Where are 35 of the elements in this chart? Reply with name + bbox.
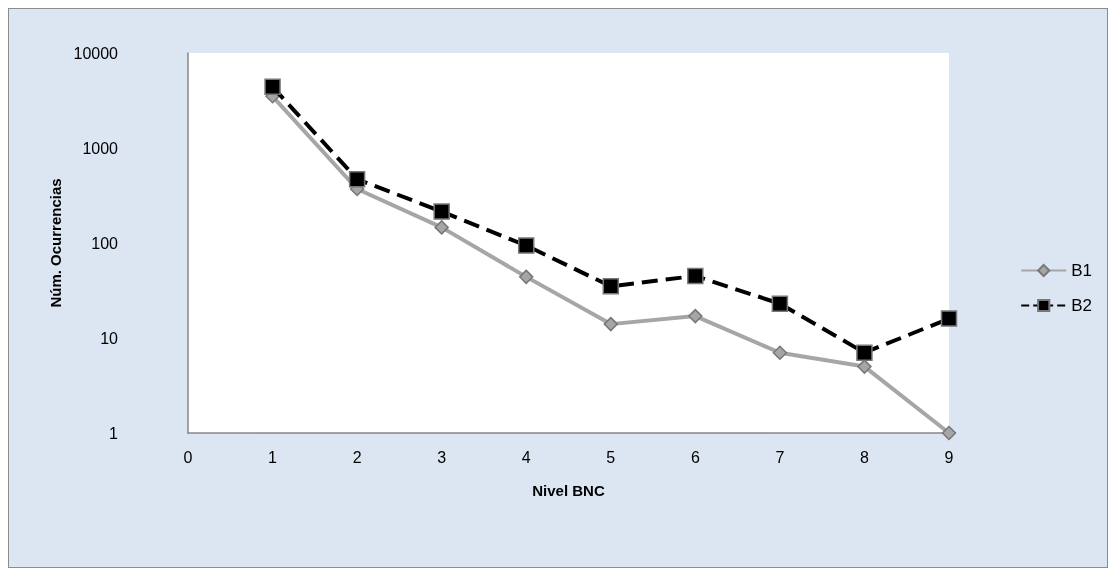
- x-tick-label: 2: [352, 448, 362, 466]
- point: [348, 170, 366, 188]
- y-tick-label: 100: [91, 234, 119, 252]
- point: [603, 316, 619, 332]
- x-tick-label: 8: [859, 448, 869, 466]
- point: [772, 345, 788, 360]
- point: [688, 308, 703, 324]
- point: [518, 269, 534, 285]
- y-tick-label: 1: [109, 424, 119, 442]
- point: [434, 220, 449, 235]
- y-tick-label: 10: [100, 329, 119, 347]
- point: [941, 425, 957, 441]
- point: [857, 359, 872, 374]
- point: [264, 78, 281, 96]
- x-axis-title: Nivel BNC: [532, 482, 605, 499]
- legend-label: B1: [1071, 261, 1092, 280]
- point: [433, 203, 450, 220]
- y-tick-label: 10000: [73, 44, 119, 62]
- x-tick-label: 9: [944, 448, 954, 466]
- x-tick-label: 7: [775, 448, 785, 466]
- x-tick-label: 4: [521, 448, 531, 466]
- point: [687, 267, 704, 285]
- x-tick-label: 5: [606, 448, 616, 466]
- x-tick-label: 1: [268, 448, 278, 466]
- point: [856, 344, 873, 361]
- legend-label: B2: [1071, 296, 1092, 315]
- point: [940, 310, 958, 327]
- point: [771, 295, 789, 312]
- x-tick-label: 6: [690, 448, 700, 466]
- point: [602, 278, 620, 295]
- y-axis-title: Núm. Ocurrencias: [46, 178, 64, 308]
- x-tick-label: 0: [183, 448, 193, 466]
- point: [517, 237, 535, 254]
- x-tick-label: 3: [437, 448, 447, 466]
- y-tick-label: 1000: [82, 139, 119, 157]
